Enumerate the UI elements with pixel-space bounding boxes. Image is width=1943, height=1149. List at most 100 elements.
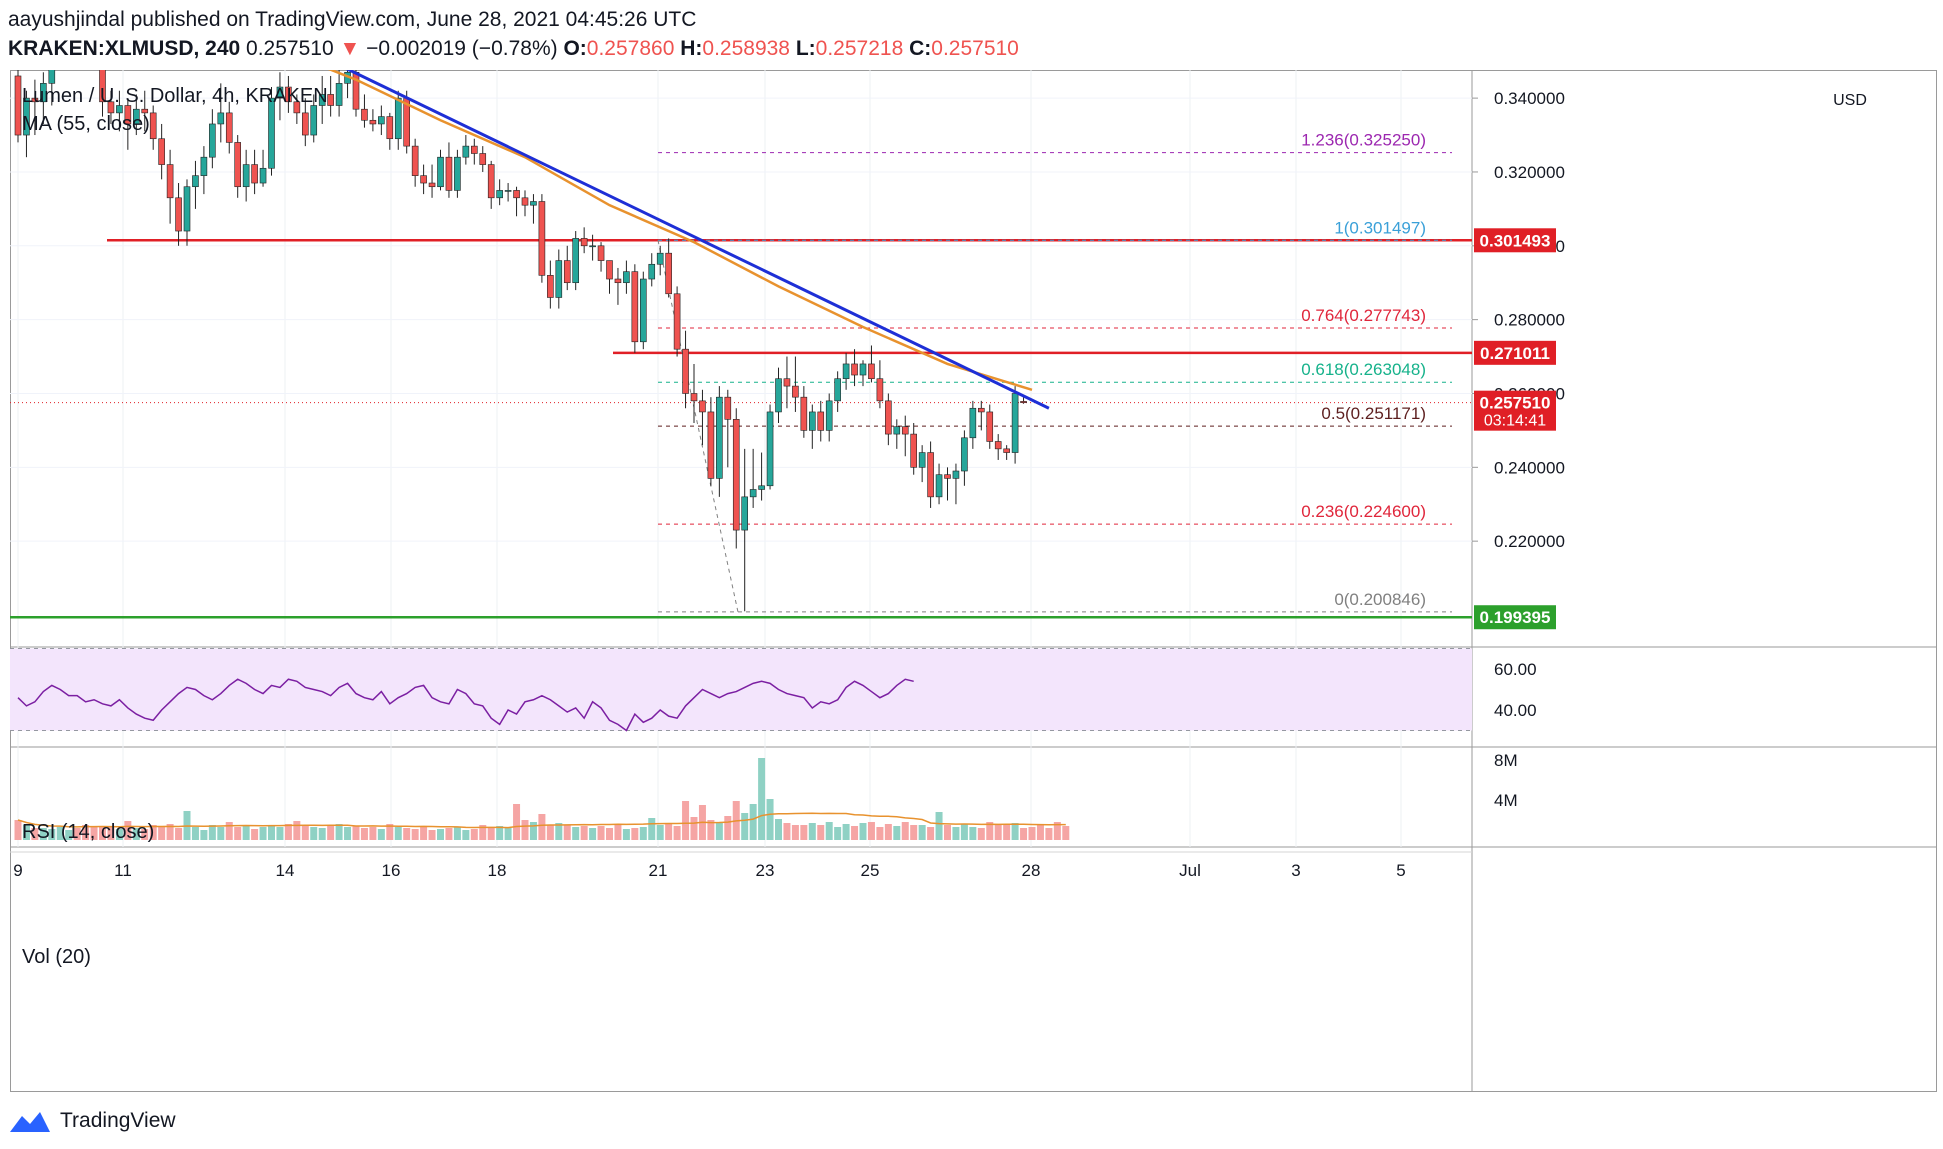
candle [1011, 386, 1019, 464]
price-label-text: 0.271011 [1480, 344, 1550, 363]
candle [454, 149, 461, 198]
candle [606, 260, 613, 294]
candle [775, 367, 782, 424]
candle [977, 400, 985, 431]
candle [572, 231, 580, 291]
open-value: 0.257860 [586, 37, 675, 60]
volume-bar [166, 824, 174, 840]
candle [166, 149, 174, 224]
x-tick-label: 16 [382, 861, 401, 880]
volume-bar [225, 822, 233, 840]
tradingview-logo[interactable]: TradingView [8, 1108, 176, 1134]
candle [513, 186, 520, 217]
fib-level-label: 0.618(0.263048) [1301, 360, 1426, 379]
volume-bar [901, 822, 909, 840]
candle-body [445, 156, 453, 191]
volume-bar [724, 816, 732, 840]
volume-bar [82, 825, 90, 840]
candle-body [800, 396, 808, 431]
volume-bar [656, 825, 664, 840]
chart-svg[interactable]: 1.618(0.363698)1.236(0.325250)1(0.301497… [10, 0, 1937, 1092]
candle-body [141, 108, 149, 114]
candle-body [521, 197, 529, 206]
candle-body [732, 419, 740, 531]
y-tick-label: 0.220000 [1494, 532, 1565, 551]
x-tick-label: 18 [488, 861, 507, 880]
volume-bar [411, 829, 419, 840]
volume-bar [977, 828, 985, 840]
candle-body [538, 201, 546, 276]
candle-body [386, 116, 394, 140]
volume-bar [572, 827, 580, 840]
fib-level-label: 0.236(0.224600) [1301, 502, 1426, 521]
volume-bar [386, 824, 394, 840]
volume-bar [327, 826, 335, 840]
volume-bar [918, 825, 926, 840]
volume-bar [1011, 823, 1019, 840]
chart-area[interactable]: 1.618(0.363698)1.236(0.325250)1(0.301497… [10, 0, 1937, 1092]
volume-bar [758, 758, 766, 840]
candle-body [547, 275, 554, 298]
vol-label: Vol (20) [22, 946, 91, 968]
candle-body [285, 86, 292, 103]
candle-body [40, 83, 47, 103]
y-tick-label: 0.320000 [1494, 163, 1565, 182]
volume-bar [360, 828, 368, 840]
volume-tick-label: 4M [1494, 791, 1518, 810]
candle [521, 190, 529, 217]
volume-bar [437, 829, 444, 840]
candle [538, 194, 546, 283]
x-tick-label: 9 [13, 861, 22, 880]
volume-bar [682, 801, 690, 840]
rsi-tick-label: 40.00 [1494, 701, 1537, 720]
candle-body [437, 156, 444, 188]
volume-bar [555, 823, 563, 840]
candle [504, 183, 512, 202]
volume-bar [141, 829, 149, 840]
candle [310, 94, 318, 143]
volume-bar [470, 829, 478, 840]
candle [732, 408, 740, 549]
candle-body [918, 452, 926, 468]
candle [116, 90, 123, 132]
candle-body [910, 433, 918, 468]
candle-body [817, 411, 825, 431]
volume-bar [944, 825, 951, 840]
volume-bar [107, 827, 115, 840]
volume-ma-line [17, 812, 1066, 829]
volume-bar [1020, 828, 1028, 840]
candle-body [724, 396, 732, 420]
x-tick-label: Jul [1179, 861, 1201, 880]
candle [741, 448, 749, 612]
candle [656, 245, 664, 276]
candle [952, 463, 960, 505]
candle [200, 146, 208, 195]
candle-body [648, 263, 656, 280]
main-title: Lumen / U. S. Dollar, 4h, KRAKEN [22, 85, 328, 107]
candle-body [192, 175, 199, 188]
candle [149, 105, 157, 150]
candle-body [969, 407, 977, 439]
low-label: L: [795, 37, 816, 60]
candle [530, 194, 537, 224]
candle-body [200, 156, 208, 176]
candle [631, 264, 639, 353]
candle-body [614, 278, 622, 284]
currency-label[interactable]: USD [1833, 92, 1867, 109]
candle [817, 400, 825, 442]
volume-bar [867, 822, 875, 840]
candle [901, 415, 909, 457]
volume-bar [834, 827, 842, 840]
volume-bar [800, 825, 808, 840]
candle [14, 53, 22, 143]
candle-body [758, 485, 765, 490]
candle-body [175, 197, 182, 232]
volume-bar [453, 827, 461, 840]
candle-body [834, 378, 841, 402]
fib-level-label: 1(0.301497) [1334, 218, 1426, 237]
y-tick-label: 0.280000 [1494, 311, 1565, 330]
candle-body [107, 101, 115, 114]
price-label-box [1474, 340, 1556, 365]
volume-bar [631, 828, 639, 840]
candle [749, 448, 757, 508]
